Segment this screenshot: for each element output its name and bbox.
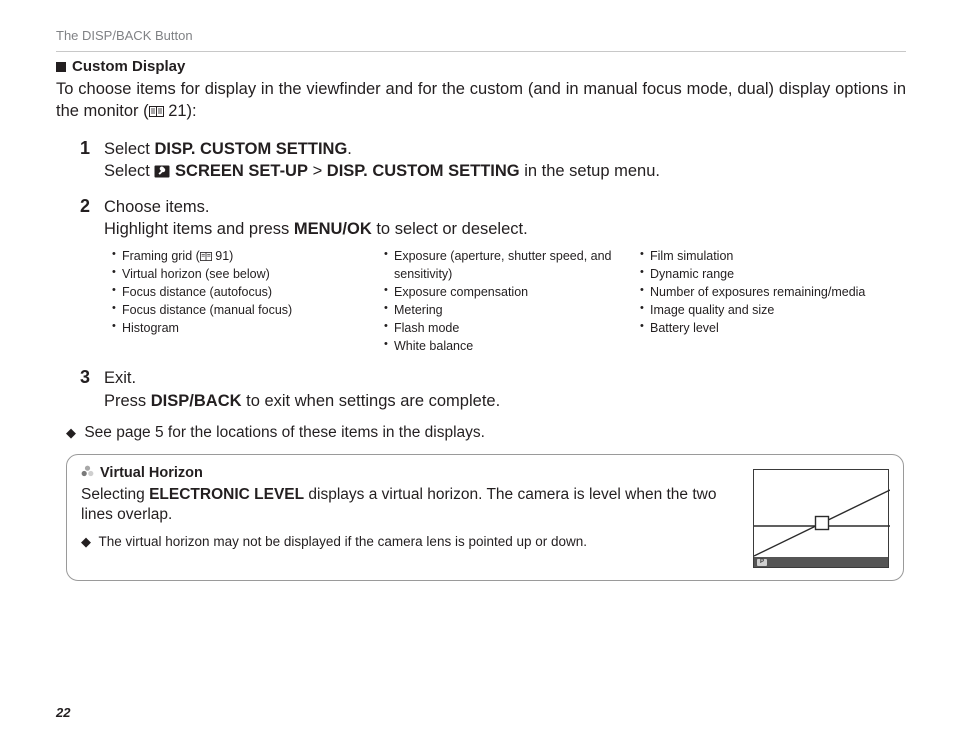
text: Select xyxy=(104,140,154,158)
callout-heading: Virtual Horizon xyxy=(81,465,739,482)
list-item: Exposure (aperture, shutter speed, and s… xyxy=(384,247,640,283)
text-bold: MENU/OK xyxy=(294,220,372,238)
text: Select xyxy=(104,162,154,180)
step-body: Select DISP. CUSTOM SETTING. Select SCRE… xyxy=(104,138,906,185)
step-2-line-2: Highlight items and press MENU/OK to sel… xyxy=(104,218,906,240)
step-number: 1 xyxy=(80,138,94,185)
text-bold: ELECTRONIC LEVEL xyxy=(149,486,304,503)
callout-heading-text: Virtual Horizon xyxy=(100,465,203,481)
clover-icon xyxy=(81,465,94,482)
diamond-bullet-icon: ◆ xyxy=(81,534,91,551)
callout-note: ◆ The virtual horizon may not be display… xyxy=(81,533,739,551)
list-item: Exposure compensation xyxy=(384,283,640,301)
figure-p-badge: P xyxy=(757,559,767,566)
step-1: 1 Select DISP. CUSTOM SETTING. Select SC… xyxy=(80,138,906,185)
step-3-line-2: Press DISP/BACK to exit when settings ar… xyxy=(104,390,906,412)
center-square xyxy=(816,516,829,529)
list-item: Framing grid ( 91) xyxy=(112,247,384,265)
intro-text-2: 21): xyxy=(164,102,197,120)
step-2: 2 Choose items. Highlight items and pres… xyxy=(80,196,906,355)
step-body: Exit. Press DISP/BACK to exit when setti… xyxy=(104,367,906,412)
items-col-1: Framing grid ( 91) Virtual horizon (see … xyxy=(112,247,384,356)
items-col-3: Film simulation Dynamic range Number of … xyxy=(640,247,906,356)
virtual-horizon-svg xyxy=(754,470,890,569)
callout-text-block: Virtual Horizon Selecting ELECTRONIC LEV… xyxy=(81,465,739,568)
step-1-line-1: Select DISP. CUSTOM SETTING. xyxy=(104,138,906,160)
text: Press xyxy=(104,392,151,410)
virtual-horizon-callout: Virtual Horizon Selecting ELECTRONIC LEV… xyxy=(66,454,904,581)
list-item: Number of exposures remaining/media xyxy=(640,283,906,301)
text: in the setup menu. xyxy=(520,162,660,180)
page-header: The DISP/BACK Button xyxy=(56,28,906,43)
callout-body: Selecting ELECTRONIC LEVEL displays a vi… xyxy=(81,485,739,525)
text: > xyxy=(308,162,327,180)
text: to select or deselect. xyxy=(372,220,528,238)
text-bold: SCREEN SET-UP xyxy=(170,162,308,180)
items-columns: Framing grid ( 91) Virtual horizon (see … xyxy=(112,247,906,356)
callout-note-text: The virtual horizon may not be displayed… xyxy=(99,534,588,549)
step-number: 2 xyxy=(80,196,94,355)
list-item: Flash mode xyxy=(384,319,640,337)
step-body: Choose items. Highlight items and press … xyxy=(104,196,906,355)
intro-paragraph: To choose items for display in the viewf… xyxy=(56,78,906,124)
list-item: Image quality and size xyxy=(640,301,906,319)
items-col-2: Exposure (aperture, shutter speed, and s… xyxy=(384,247,640,356)
text: to exit when settings are complete. xyxy=(242,392,501,410)
list-item: Film simulation xyxy=(640,247,906,265)
text-bold: DISP. CUSTOM SETTING xyxy=(327,162,520,180)
list-item: Histogram xyxy=(112,319,384,337)
list-item: Metering xyxy=(384,301,640,319)
section-heading: Custom Display xyxy=(56,58,906,75)
list-item: Focus distance (manual focus) xyxy=(112,301,384,319)
text: Highlight items and press xyxy=(104,220,294,238)
text: . xyxy=(347,140,352,158)
section-heading-text: Custom Display xyxy=(72,58,185,75)
note-text: See page 5 for the locations of these it… xyxy=(84,424,485,441)
book-icon xyxy=(149,101,164,123)
list-item: Focus distance (autofocus) xyxy=(112,283,384,301)
page-number: 22 xyxy=(56,705,70,720)
list-item: Battery level xyxy=(640,319,906,337)
text-bold: DISP/BACK xyxy=(151,392,242,410)
wrench-icon xyxy=(154,162,170,184)
step-3-line-1: Exit. xyxy=(104,367,906,389)
diamond-bullet-icon: ◆ xyxy=(66,425,76,441)
steps-list: 1 Select DISP. CUSTOM SETTING. Select SC… xyxy=(56,138,906,412)
virtual-horizon-figure: P xyxy=(753,469,889,568)
text: Selecting xyxy=(81,486,149,503)
list-item: Dynamic range xyxy=(640,265,906,283)
text-bold: DISP. CUSTOM SETTING xyxy=(154,140,347,158)
square-bullet-icon xyxy=(56,62,66,72)
step-3: 3 Exit. Press DISP/BACK to exit when set… xyxy=(80,367,906,412)
note-line: ◆ See page 5 for the locations of these … xyxy=(66,424,906,442)
list-item: White balance xyxy=(384,337,640,355)
step-1-line-2: Select SCREEN SET-UP > DISP. CUSTOM SETT… xyxy=(104,160,906,184)
figure-bottom-bar xyxy=(754,557,888,567)
list-item: Virtual horizon (see below) xyxy=(112,265,384,283)
step-2-line-1: Choose items. xyxy=(104,196,906,218)
header-divider xyxy=(56,51,906,52)
step-number: 3 xyxy=(80,367,94,412)
